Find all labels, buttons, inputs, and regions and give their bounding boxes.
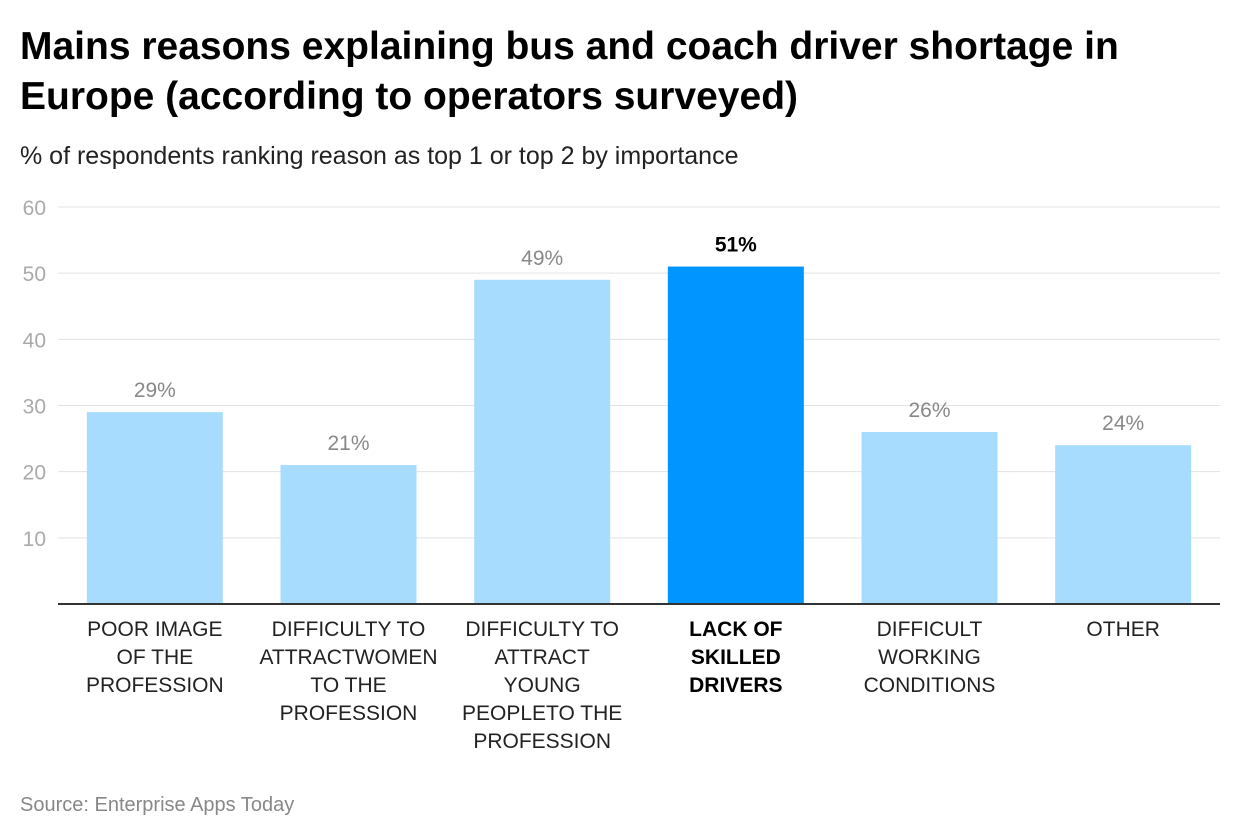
chart-title: Mains reasons explaining bus and coach d… — [20, 25, 1119, 118]
bar — [86, 412, 223, 604]
x-tick-label-line: PROFESSION — [280, 702, 418, 725]
x-tick-label: POOR IMAGE OF THE PROFESSION — [86, 618, 224, 697]
x-tick-label-line: PROFESSION — [86, 674, 224, 697]
x-tick-label-line: POOR IMAGE — [87, 618, 222, 641]
x-tick-label-line: DIFFICULTY TO — [465, 618, 619, 641]
x-tick-label: OTHER — [1086, 618, 1160, 641]
x-tick-label-line: PROFESSION — [473, 730, 611, 753]
x-tick-label-line: SKILLED — [691, 646, 781, 669]
x-tick-label-line: DRIVERS — [689, 674, 782, 697]
x-tick-label-line: ATTRACT — [495, 646, 590, 669]
y-tick-label: 40 — [23, 329, 46, 352]
source-note: Source: Enterprise Apps Today — [20, 794, 295, 816]
y-tick-label: 30 — [23, 396, 46, 419]
data-label: 51% — [715, 234, 757, 257]
x-tick-label: LACK OF SKILLED DRIVERS — [689, 618, 783, 697]
x-tick-label: DIFFICULT WORKING CONDITIONS — [864, 618, 996, 697]
y-tick-label: 60 — [23, 197, 46, 220]
data-label: 26% — [908, 399, 950, 422]
bar — [280, 465, 417, 604]
x-tick-label-line: OTHER — [1086, 618, 1160, 641]
bar — [1055, 445, 1192, 604]
bar-chart: 10 20 30 40 50 60 29% POOR IMAGE OF THE PROFESSIO… — [23, 197, 1220, 753]
x-tick-label-line: DIFFICULT — [877, 618, 983, 641]
x-tick-label-line: ATTRACTWOMEN — [259, 646, 437, 669]
data-label: 21% — [327, 432, 369, 455]
data-label: 29% — [134, 379, 176, 402]
data-label: 49% — [521, 247, 563, 270]
x-tick-label-line: TO THE — [310, 674, 386, 697]
data-label: 24% — [1102, 412, 1144, 435]
bar — [667, 266, 804, 604]
y-tick-label: 50 — [23, 263, 46, 286]
bar — [861, 431, 998, 604]
x-tick-label-line: PEOPLETO THE — [462, 702, 622, 725]
x-tick-label-line: YOUNG — [504, 674, 581, 697]
bar — [474, 279, 611, 604]
y-tick-label: 20 — [23, 462, 46, 485]
x-tick-label-line: CONDITIONS — [864, 674, 996, 697]
x-tick-label: DIFFICULTY TO ATTRACTWOMEN TO THE PROFESSIO… — [259, 618, 437, 725]
x-tick-label-line: LACK OF — [689, 618, 782, 641]
y-tick-label: 10 — [23, 528, 46, 551]
x-tick-label-line: OF THE — [117, 646, 194, 669]
x-tick-label-line: DIFFICULTY TO — [272, 618, 426, 641]
x-tick-label: DIFFICULTY TO ATTRACT YOUNG PEOPLETO THE PRO… — [462, 618, 622, 753]
chart-subtitle: % of respondents ranking reason as top 1… — [20, 142, 739, 170]
x-tick-label-line: WORKING — [878, 646, 981, 669]
